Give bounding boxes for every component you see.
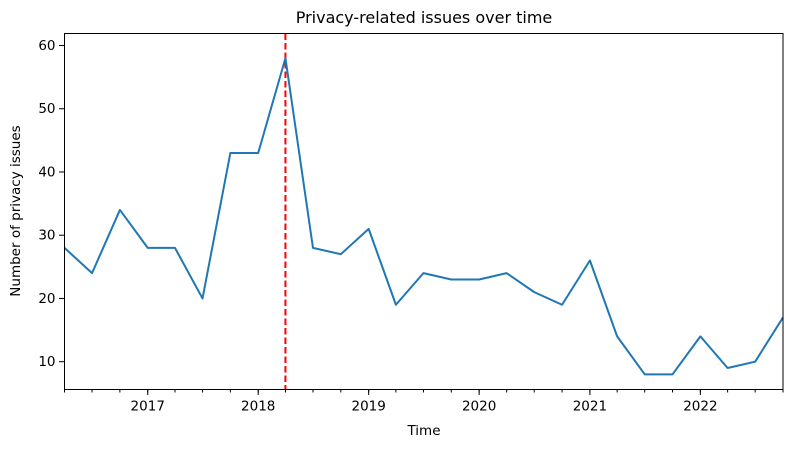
plot-border <box>64 33 784 390</box>
series-line <box>63 57 784 376</box>
y-tick-label: 10 <box>38 354 55 370</box>
x-axis-label: Time <box>407 423 441 439</box>
y-axis-label: Number of privacy issues <box>8 125 24 297</box>
y-tick-label: 60 <box>38 38 55 54</box>
y-tick-label: 40 <box>38 164 55 180</box>
x-tick-label: 2020 <box>462 399 496 415</box>
y-tick-label: 30 <box>38 228 55 244</box>
x-tick-label: 2017 <box>131 399 165 415</box>
y-tick-label: 50 <box>38 101 55 117</box>
x-tick-label: 2019 <box>351 399 385 415</box>
y-tick-label: 20 <box>38 291 55 307</box>
x-tick-label: 2018 <box>241 399 275 415</box>
x-tick-label: 2021 <box>573 399 607 415</box>
chart-title: Privacy-related issues over time <box>295 8 553 27</box>
x-tick-label: 2022 <box>683 399 717 415</box>
